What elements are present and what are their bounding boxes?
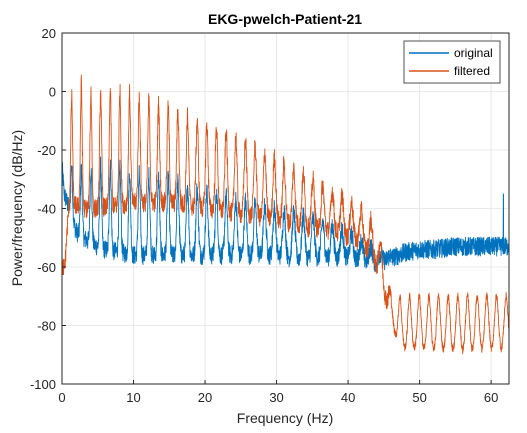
x-tick-label: 50 <box>412 390 426 405</box>
legend-label-original: original <box>454 46 493 60</box>
y-tick-label: -60 <box>37 260 56 275</box>
x-tick-label: 30 <box>269 390 283 405</box>
x-tick-label: 0 <box>58 390 65 405</box>
chart-title: EKG-pwelch-Patient-21 <box>208 11 362 27</box>
x-tick-label: 20 <box>198 390 212 405</box>
series-line-original <box>61 156 510 273</box>
y-tick-label: -40 <box>37 202 56 217</box>
grid <box>61 32 509 385</box>
legend-label-filtered: filtered <box>454 64 490 78</box>
x-tick-label: 10 <box>126 390 140 405</box>
y-tick-label: -20 <box>37 143 56 158</box>
y-axis-label: Power/frequency (dB/Hz) <box>9 130 25 286</box>
y-tick-label: -100 <box>30 377 56 392</box>
x-tick-label: 40 <box>341 390 355 405</box>
x-axis-label: Frequency (Hz) <box>237 410 333 426</box>
legend: original filtered <box>403 40 501 84</box>
x-tick-label: 60 <box>484 390 498 405</box>
plot-area <box>61 74 510 355</box>
legend-box <box>403 40 501 84</box>
y-tick-label: 0 <box>49 85 56 100</box>
ticks: 0 10 20 30 40 50 60 -100 -80 -60 -40 -20 0 20 <box>30 26 498 405</box>
y-tick-label: 20 <box>42 26 56 41</box>
series-line-filtered <box>61 74 510 355</box>
y-tick-label: -80 <box>37 319 56 334</box>
